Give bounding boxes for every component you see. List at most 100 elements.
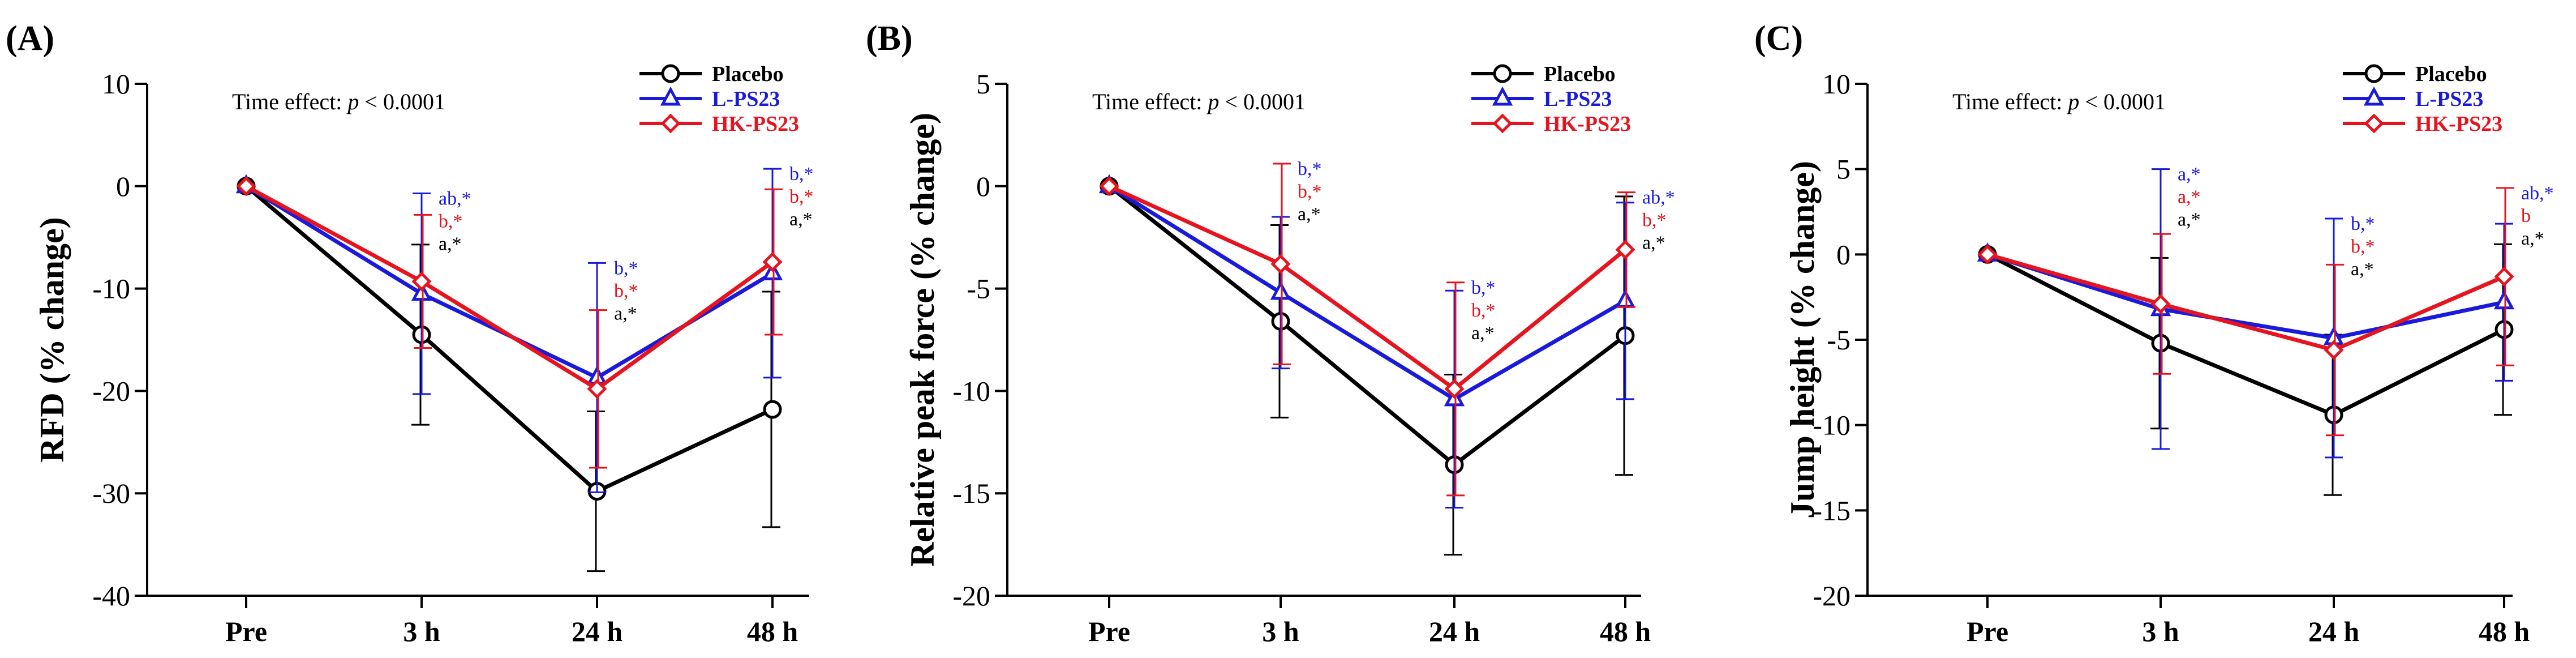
significance-label: ab,* [1642, 187, 1675, 208]
y-tick-label: -20 [952, 580, 990, 612]
series-line-hk-ps23 [245, 184, 774, 391]
diamond-marker [1615, 240, 1635, 260]
y-tick-label: -10 [952, 375, 990, 407]
legend-label: Placebo [712, 62, 784, 86]
diamond-marker-legend [660, 113, 681, 134]
y-tick-label: 5 [1836, 153, 1851, 185]
significance-label: b,* [614, 280, 638, 301]
legend-label: L-PS23 [2415, 87, 2483, 111]
significance-label: a,* [789, 209, 813, 230]
y-tick-label: -5 [967, 273, 990, 305]
series-placebo: a,* a,* a,* [1978, 210, 2544, 496]
panel-label: (C) [1754, 19, 1803, 58]
y-tick-label: 5 [976, 68, 990, 100]
series-l-ps23: a,*b,*ab,* [1977, 164, 2554, 459]
diamond-marker-legend [1492, 113, 1513, 134]
circle-marker-legend [661, 64, 680, 83]
x-tick-label: 48 h [1600, 616, 1651, 647]
legend-label: Placebo [2415, 62, 2487, 86]
series-placebo: a,* a,* a,* [237, 177, 813, 572]
significance-label: a,* [2178, 210, 2201, 230]
significance-label: a,* [2178, 164, 2201, 185]
x-tick-label: Pre [1088, 616, 1130, 647]
y-tick-label: 0 [976, 170, 990, 202]
significance-label: a,* [2521, 228, 2544, 249]
significance-label: b,* [1298, 159, 1322, 180]
y-tick-label: -15 [1813, 494, 1851, 526]
triangle-marker [1615, 289, 1636, 308]
legend-label: Placebo [1544, 62, 1616, 86]
time-effect-annotation: Time effect: p < 0.0001 [232, 89, 445, 114]
series-line-l-ps23 [245, 184, 774, 380]
triangle-marker-legend [1492, 86, 1513, 106]
diamond-marker [587, 379, 607, 399]
x-tick-label: 24 h [1429, 616, 1480, 647]
legend-label: L-PS23 [712, 87, 780, 111]
triangle-marker-legend [660, 86, 681, 106]
diamond-marker-legend [2364, 113, 2384, 134]
y-tick-label: 10 [102, 68, 130, 100]
legend-label: L-PS23 [1544, 87, 1612, 111]
significance-label: b,* [439, 211, 463, 232]
significance-label: b,* [1642, 210, 1667, 231]
series-hk-ps23: b,*b,*b,* [1099, 163, 1667, 497]
y-tick-label: -10 [92, 273, 130, 305]
chart-panel-3: (C) Jump height (% change) 10 5 0 -5 -10 -15 -20… [1754, 19, 2554, 647]
time-effect-annotation: Time effect: p < 0.0001 [1952, 89, 2166, 114]
x-tick-label: 3 h [2142, 616, 2179, 647]
triangle-marker [411, 281, 432, 301]
significance-label: b,* [2351, 236, 2375, 257]
diamond-marker [1977, 244, 1998, 264]
diamond-marker [1099, 176, 1119, 196]
significance-label: a,* [2351, 259, 2374, 280]
series-line-hk-ps23 [1987, 252, 2505, 352]
circle-marker-legend [2364, 64, 2384, 83]
series-hk-ps23: b,* b,* b,* [236, 176, 814, 469]
diamond-marker [411, 271, 432, 292]
significance-label: a,* [1471, 323, 1495, 344]
x-tick-label: 24 h [2308, 616, 2360, 647]
significance-label: a,* [439, 233, 462, 254]
diamond-marker [1444, 379, 1465, 399]
panel-label: (A) [6, 19, 54, 58]
time-effect-annotation: Time effect: p < 0.0001 [1092, 89, 1306, 114]
significance-label: b,* [1471, 277, 1496, 298]
significance-label: ab,* [439, 188, 471, 209]
y-axis-title: Relative peak force (% change) [904, 113, 941, 567]
y-tick-label: 10 [1822, 68, 1851, 100]
y-tick-label: -10 [1813, 409, 1851, 441]
significance-label: b,* [1471, 300, 1496, 321]
y-tick-label: -15 [952, 477, 990, 509]
significance-label: b,* [789, 186, 814, 207]
chart-panel-2: (B) Relative peak force (% change) 5 0 -5 -10… [866, 19, 1675, 647]
series-l-ps23: ab,*b,*b,* [235, 164, 814, 493]
series-line-l-ps23 [1986, 252, 2505, 340]
series-line-placebo [1107, 185, 1627, 467]
y-tick-label: -5 [1827, 324, 1851, 356]
significance-label: b,* [2351, 213, 2375, 234]
significance-label: ab,* [2521, 183, 2554, 204]
y-tick-label: -20 [1813, 580, 1851, 612]
diamond-marker [2150, 294, 2171, 314]
significance-label: a,* [1298, 204, 1321, 225]
diamond-marker [2324, 340, 2344, 360]
diamond-marker [762, 252, 783, 272]
y-tick-label: -30 [92, 477, 130, 509]
y-axis-title: Jump height (% change) [1784, 161, 1821, 519]
x-tick-label: 3 h [403, 616, 440, 647]
x-tick-label: Pre [225, 616, 267, 647]
triangle-marker-legend [2363, 86, 2385, 106]
x-tick-label: 48 h [2479, 616, 2530, 647]
x-tick-label: 48 h [747, 616, 798, 647]
circle-marker-legend [1493, 64, 1512, 83]
significance-label: a,* [1642, 233, 1665, 254]
diamond-marker [236, 176, 256, 196]
x-tick-label: Pre [1967, 616, 2008, 647]
triangle-marker [1270, 280, 1291, 300]
series-hk-ps23: a,*b,*b [1977, 187, 2531, 437]
x-tick-label: 24 h [572, 616, 623, 647]
significance-label: b,* [789, 164, 814, 185]
